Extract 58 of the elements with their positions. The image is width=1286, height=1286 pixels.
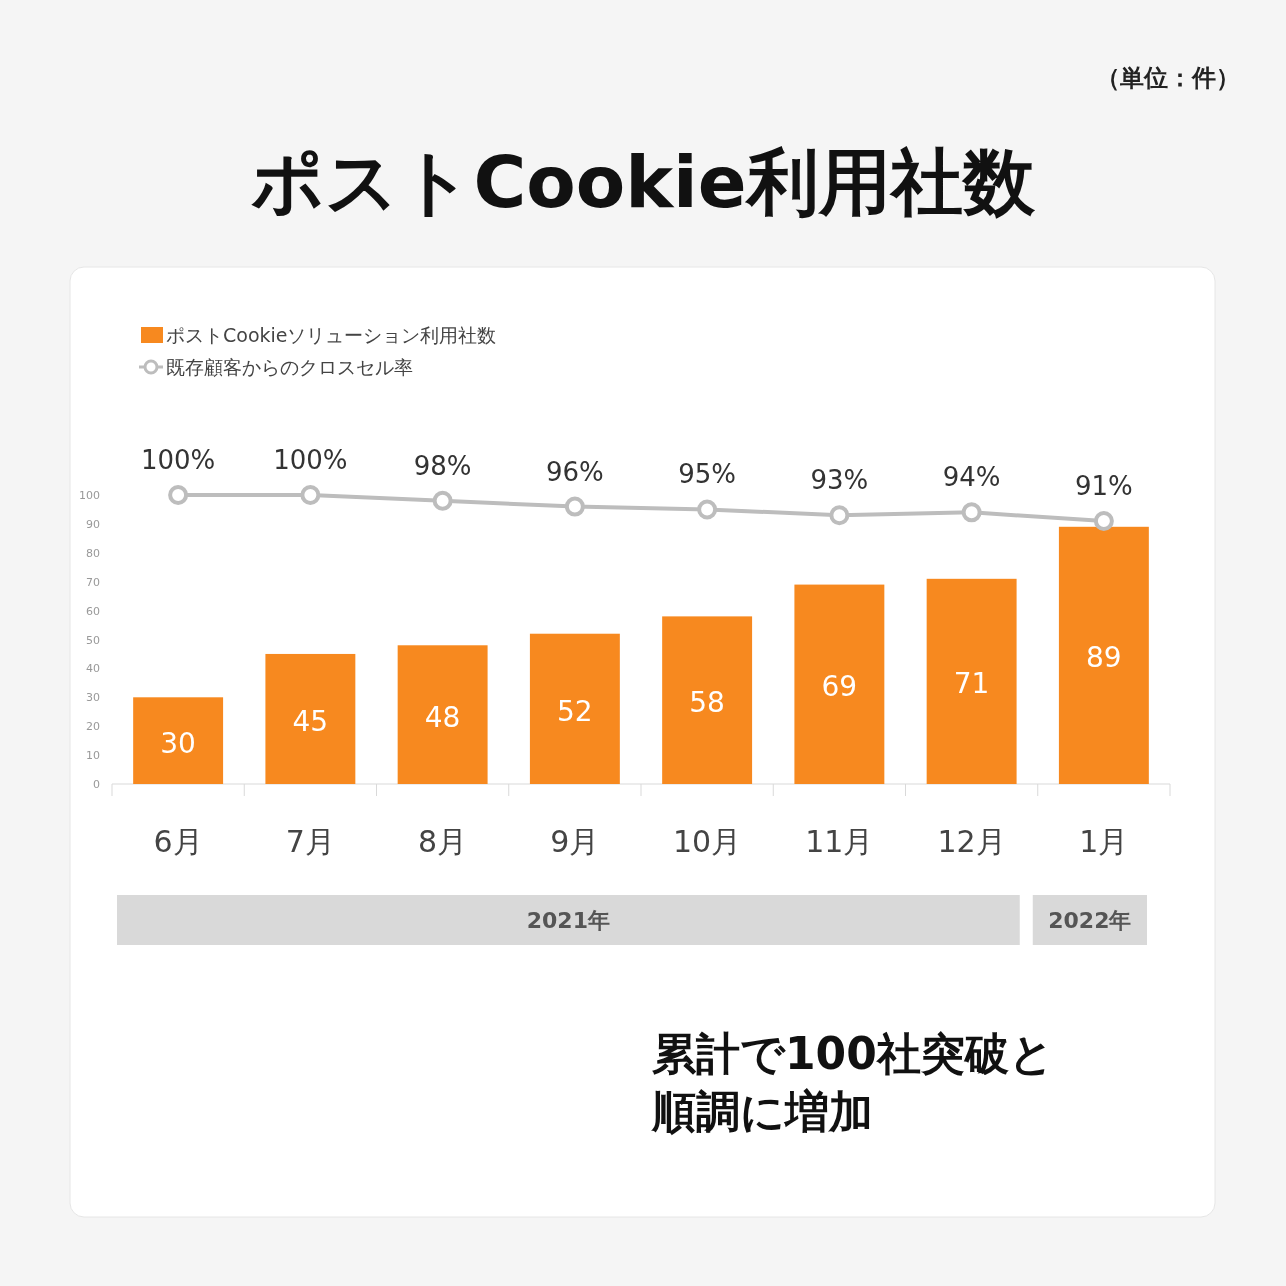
point	[300, 485, 321, 505]
x-tick-label: 10月	[673, 824, 742, 859]
bar	[662, 616, 753, 784]
data-label: 69	[821, 670, 858, 704]
x-tick-label: 12月	[937, 824, 1006, 859]
data-label: 98%	[413, 450, 472, 481]
x-tick-label: 1月	[1079, 824, 1129, 859]
bar	[265, 653, 356, 784]
point	[432, 490, 453, 511]
text: （単位：件）	[1096, 64, 1240, 92]
x-tick-label: 11月	[805, 824, 874, 859]
bar	[133, 697, 224, 784]
y-tick-label: 70	[86, 575, 100, 589]
text: 2021年	[526, 908, 610, 933]
data-label: 94%	[942, 462, 1001, 493]
data-label: 48	[424, 700, 461, 734]
data-label: 100%	[140, 445, 216, 475]
data-label: 91%	[1074, 471, 1133, 502]
x-tick-label: 6月	[153, 824, 203, 859]
bar	[794, 584, 885, 784]
data-label: 96%	[545, 456, 604, 487]
data-label: 58	[689, 686, 725, 720]
legend-label: ポストCookieソリューション利用社数	[166, 324, 497, 346]
y-tick-label: 10	[86, 749, 100, 763]
data-label: 89	[1086, 641, 1122, 675]
y-tick-label: 20	[86, 720, 100, 734]
y-tick-label: 50	[86, 633, 100, 647]
y-tick-label: 80	[86, 546, 100, 560]
chart-title: ポストCookie利用社数	[251, 140, 1036, 224]
y-tick-label: 90	[86, 517, 100, 531]
bar	[1058, 526, 1149, 784]
text: 2022年	[1048, 908, 1132, 933]
y-tick-label: 100	[79, 489, 100, 502]
data-label: 93%	[810, 465, 869, 496]
x-tick-label: 7月	[285, 824, 335, 859]
bar	[529, 633, 620, 784]
point	[168, 485, 189, 505]
data-label: 30	[160, 726, 196, 760]
data-label: 52	[557, 694, 593, 728]
bar	[926, 578, 1017, 784]
data-label: 100%	[273, 445, 348, 475]
text: 累計で100社突破と順調に増加	[652, 1027, 1055, 1139]
x-tick-label: 9月	[550, 824, 600, 859]
point	[697, 499, 718, 520]
bar	[397, 645, 488, 784]
y-tick-label: 0	[93, 778, 100, 791]
data-label: 95%	[678, 459, 737, 490]
y-tick-label: 40	[86, 662, 100, 676]
point	[564, 496, 585, 517]
point	[1093, 511, 1114, 532]
x-tick-label: 8月	[418, 824, 468, 859]
point	[829, 505, 850, 526]
point	[961, 502, 982, 523]
y-tick-label: 30	[86, 691, 100, 705]
y-tick-label: 60	[86, 604, 100, 618]
data-label: 45	[292, 704, 329, 738]
data-label: 71	[953, 667, 990, 701]
legend-label: 既存顧客からのクロスセル率	[166, 356, 413, 378]
